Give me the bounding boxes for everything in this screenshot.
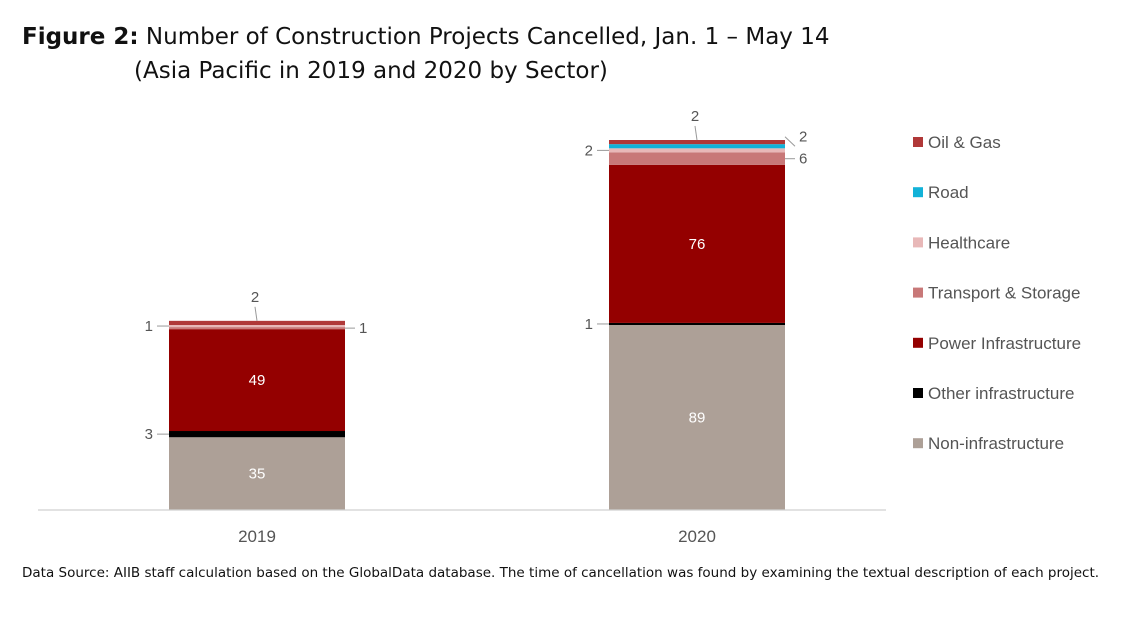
bar-segment-2020-power-infrastructure <box>609 164 785 323</box>
bar-segment-2019-transport-and-storage <box>169 327 345 330</box>
legend-swatch-oil-and-gas <box>913 137 923 147</box>
legend-label-road: Road <box>928 183 969 202</box>
data-label-2020-oil-and-gas: 2 <box>691 108 699 125</box>
legend-label-other-infrastructure: Other infrastructure <box>928 384 1074 403</box>
data-label-2019-non-infrastructure: 35 <box>249 466 266 483</box>
bar-segment-2019-other-infrastructure <box>169 431 345 438</box>
data-label-2020-transport-and-storage: 6 <box>799 151 807 168</box>
bars-layer <box>169 140 785 510</box>
bar-segment-2019-oil-and-gas <box>169 320 345 325</box>
data-label-2020-healthcare: 2 <box>585 142 593 159</box>
legend-swatch-power-infrastructure <box>913 337 923 348</box>
x-tick-labels: 2019 2020 <box>238 527 716 546</box>
bar-segment-2020-healthcare <box>609 148 785 153</box>
legend-swatch-other-infrastructure <box>913 388 923 398</box>
bar-segment-2019-non-infrastructure <box>169 437 345 510</box>
legend-label-power-infrastructure: Power Infrastructure <box>928 334 1081 353</box>
legend: Oil & Gas Road Healthcare Transport & Stora… <box>913 133 1081 453</box>
legend-label-non-infrastructure: Non-infrastructure <box>928 434 1064 453</box>
bar-segment-2019-healthcare <box>169 325 345 328</box>
legend-swatch-road <box>913 187 923 198</box>
x-tick-label-2019: 2019 <box>238 527 276 546</box>
bar-segment-2020-non-infrastructure <box>609 325 785 510</box>
data-label-2019-transport-and-storage: 1 <box>359 320 367 337</box>
data-labels-layer: 35 49 3 1 1 2 89 76 1 2 6 2 2 <box>145 108 808 483</box>
data-label-2020-power-infrastructure: 76 <box>689 236 706 253</box>
data-label-2019-oil-and-gas: 2 <box>251 289 259 306</box>
bar-segment-2020-transport-and-storage <box>609 152 785 165</box>
legend-label-oil-and-gas: Oil & Gas <box>928 133 1001 152</box>
bar-segment-2020-oil-and-gas <box>609 140 785 145</box>
figure-label: Figure 2: <box>22 24 139 50</box>
x-tick-label-2020: 2020 <box>678 527 716 546</box>
legend-swatch-healthcare <box>913 237 923 248</box>
source-note: Data Source: AIIB staff calculation base… <box>22 565 1100 581</box>
leader-line-2019-oil-and-gas <box>254 306 258 321</box>
data-label-2020-other-infrastructure: 1 <box>585 316 593 333</box>
legend-label-transport-and-storage: Transport & Storage <box>928 284 1080 303</box>
data-label-2019-power-infrastructure: 49 <box>249 372 266 389</box>
leader-line-2020-oil-and-gas <box>694 125 698 141</box>
bar-segment-2020-road <box>609 144 785 149</box>
bar-segment-2020-other-infrastructure <box>609 322 785 325</box>
title-line-1: Number of Construction Projects Cancelle… <box>145 24 830 50</box>
legend-swatch-non-infrastructure <box>913 438 923 449</box>
data-label-2019-other-infrastructure: 3 <box>145 426 153 443</box>
legend-swatch-transport-and-storage <box>913 287 923 298</box>
stacked-bar-chart: 35 49 3 1 1 2 89 76 1 2 6 2 2 2019 2020 Oil & Gas Road… <box>38 108 1081 546</box>
title-line-2: (Asia Pacific in 2019 and 2020 by Sector… <box>134 58 608 84</box>
data-label-2019-healthcare: 1 <box>145 318 153 335</box>
data-label-2020-road: 2 <box>799 129 807 146</box>
legend-label-healthcare: Healthcare <box>928 233 1010 252</box>
data-label-2020-non-infrastructure: 89 <box>689 410 706 427</box>
bar-segment-2019-power-infrastructure <box>169 329 345 432</box>
chart-title: Figure 2: Number of Construction Project… <box>22 20 829 88</box>
leader-line-2020-road <box>784 136 796 147</box>
